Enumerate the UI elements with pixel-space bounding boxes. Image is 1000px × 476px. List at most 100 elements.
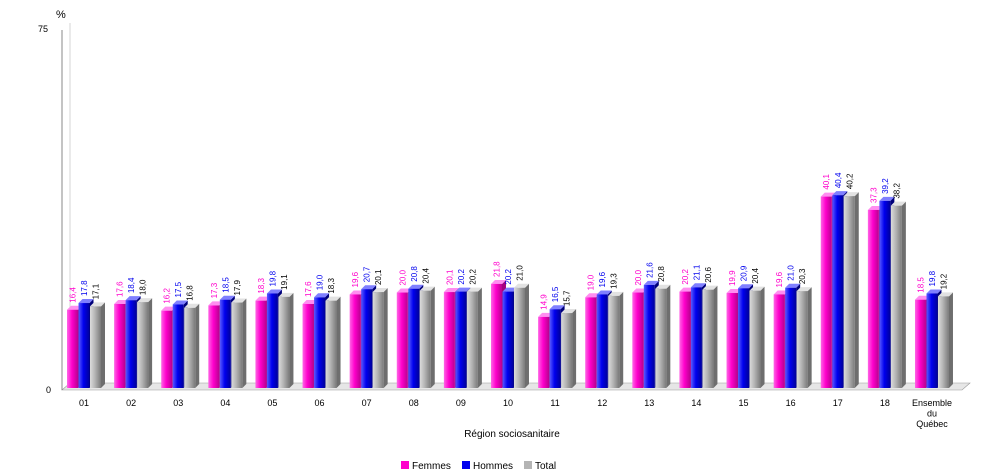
bar-top-total: [419, 286, 435, 291]
bar-total-18: [890, 201, 906, 388]
x-tick-label-12: 12: [597, 398, 607, 408]
bar-side-total: [430, 286, 435, 388]
bar-top-femmes: [161, 306, 177, 311]
data-label-hommes-14: 21,1: [692, 264, 701, 280]
bar-top-total: [466, 287, 482, 292]
bar-top-total: [843, 192, 859, 197]
bar-front-femmes: [443, 292, 455, 388]
bar-top-hommes: [125, 296, 141, 301]
bar-total-06: [325, 296, 341, 388]
bar-front-total: [137, 302, 149, 388]
data-label-total-17: 40,2: [845, 173, 854, 189]
bar-top-femmes: [349, 290, 365, 295]
bar-side-total: [572, 309, 577, 388]
x-tick-label-10: 10: [503, 398, 513, 408]
bar-top-hommes: [643, 280, 659, 285]
data-label-hommes-12: 19,6: [598, 271, 607, 287]
data-label-hommes-04: 18,5: [221, 277, 230, 293]
bar-side-total: [619, 291, 624, 388]
bar-front-total: [937, 296, 949, 388]
bar-front-hommes: [690, 287, 702, 388]
data-label-total-06: 18,3: [327, 278, 336, 294]
data-label-total-11: 15,7: [563, 290, 572, 306]
bar-front-total: [278, 296, 290, 388]
bar-front-femmes: [490, 283, 502, 388]
bar-top-hommes: [502, 287, 518, 292]
bar-top-hommes: [785, 283, 801, 288]
legend-item-total: Total: [524, 461, 556, 472]
bar-total-17: [843, 192, 859, 388]
bar-front-femmes: [585, 297, 597, 388]
bar-top-hommes: [78, 299, 94, 304]
bar-top-femmes: [443, 288, 459, 293]
data-label-femmes-11: 14,9: [540, 294, 549, 310]
bar-side-total: [666, 284, 671, 388]
data-label-total-08: 20,4: [421, 268, 430, 284]
x-axis-title: Région sociosanitaire: [464, 429, 560, 440]
bar-front-femmes: [538, 316, 550, 388]
bar-side-total: [336, 296, 341, 388]
bar-side-total: [242, 298, 247, 388]
bar-top-femmes: [867, 205, 883, 210]
data-label-total-03: 16,8: [186, 285, 195, 301]
data-label-hommes-09: 20,2: [457, 268, 466, 284]
bar-front-hommes: [219, 299, 231, 388]
bar-top-femmes: [679, 287, 695, 292]
bar-top-total: [513, 283, 529, 288]
bar-front-hommes: [314, 297, 326, 388]
bar-top-total: [231, 298, 247, 303]
data-label-total-10: 21,0: [515, 265, 524, 281]
bar-top-hommes: [879, 196, 895, 201]
bar-side-total: [289, 292, 294, 388]
x-tick-label-09: 09: [456, 398, 466, 408]
bar-top-hommes: [455, 287, 471, 292]
bar-top-total: [561, 309, 577, 314]
data-label-femmes-ensemble-du-quebec: 18,5: [916, 277, 925, 293]
bar-top-femmes: [67, 305, 82, 310]
data-label-femmes-15: 19,9: [728, 270, 737, 286]
data-label-total-12: 19,3: [610, 273, 619, 289]
bar-front-hommes: [172, 304, 184, 388]
y-tick-label-max: 75: [38, 24, 48, 34]
bar-front-hommes: [78, 303, 90, 388]
bar-front-total: [843, 196, 855, 388]
data-label-femmes-13: 20,0: [634, 269, 643, 285]
bar-side-total: [854, 192, 859, 388]
bar-total-02: [137, 298, 153, 388]
bar-total-13: [655, 284, 671, 388]
bar-total-01: [90, 302, 105, 388]
data-label-femmes-08: 20,0: [398, 269, 407, 285]
data-label-hommes-02: 18,4: [127, 277, 136, 293]
bar-top-femmes: [585, 293, 601, 298]
x-tick-label-13: 13: [644, 398, 654, 408]
data-label-hommes-10: 20,2: [504, 268, 513, 284]
bar-total-04: [231, 298, 247, 388]
bar-top-hommes: [738, 284, 754, 289]
bar-side-total: [948, 292, 953, 388]
data-label-hommes-13: 21,6: [645, 262, 654, 278]
legend-item-hommes: Hommes: [462, 461, 513, 472]
x-tick-label-05: 05: [267, 398, 277, 408]
bar-front-femmes: [208, 305, 220, 388]
bar-front-total: [372, 292, 384, 388]
data-label-hommes-07: 20,7: [363, 266, 372, 282]
bar-front-femmes: [349, 294, 361, 388]
data-label-femmes-06: 17,6: [304, 281, 313, 297]
bar-top-femmes: [490, 279, 506, 284]
data-label-hommes-03: 17,5: [174, 281, 183, 297]
y-axis-unit-label: %: [56, 9, 66, 21]
x-tick-label-08: 08: [409, 398, 419, 408]
bar-total-12: [608, 291, 624, 388]
bar-front-total: [890, 205, 902, 388]
data-label-femmes-04: 17,3: [210, 282, 219, 298]
x-tick-label-18: 18: [880, 398, 890, 408]
data-label-femmes-03: 16,2: [163, 288, 172, 304]
data-label-hommes-05: 19,8: [268, 270, 277, 286]
legend-swatch-femmes: [401, 461, 409, 469]
data-label-total-18: 38,2: [892, 183, 901, 199]
bar-front-hommes: [832, 195, 844, 388]
bar-front-femmes: [679, 291, 691, 388]
data-label-femmes-10: 21,8: [492, 261, 501, 277]
